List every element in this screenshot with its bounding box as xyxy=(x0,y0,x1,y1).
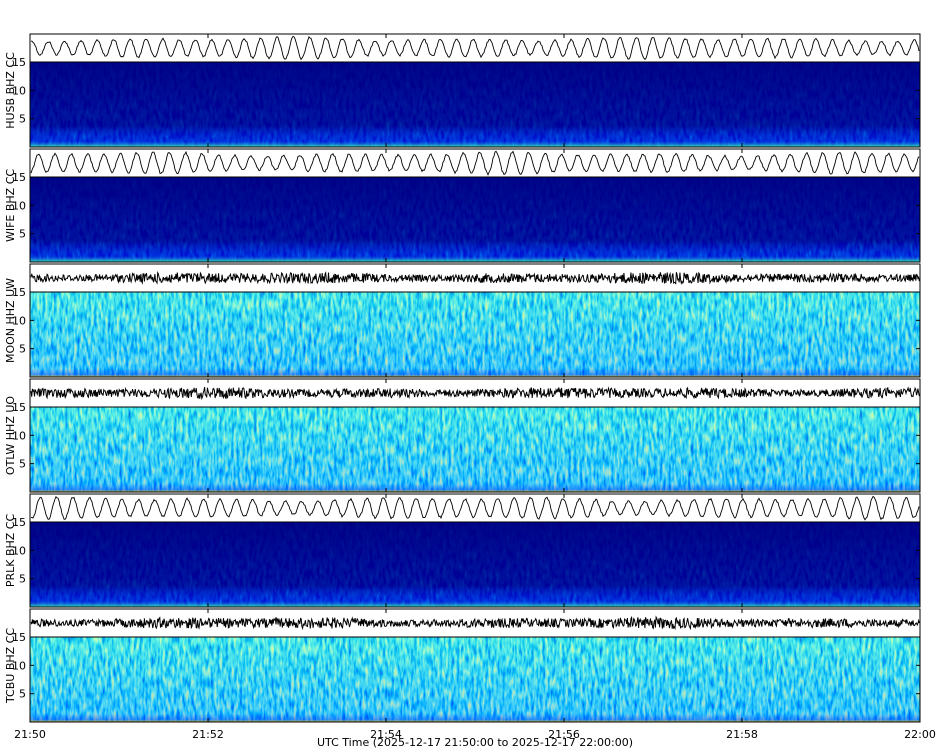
y-tick-label: 5 xyxy=(19,113,26,126)
y-axis-label: OTLW HHZ UO xyxy=(4,396,17,475)
waveform-frame xyxy=(29,493,921,523)
spectrogram-frame xyxy=(29,521,921,608)
y-tick-label: 10 xyxy=(12,659,26,672)
y-tick-label: 15 xyxy=(12,56,26,69)
x-tick-label: 21:50 xyxy=(14,728,46,741)
y-axis-label: MOON HHZ UW xyxy=(4,278,17,363)
waveform xyxy=(30,35,920,61)
waveform xyxy=(30,150,920,176)
y-tick-label: 10 xyxy=(12,199,26,212)
x-tick-label: 22:00 xyxy=(904,728,936,741)
spectrogram-shade xyxy=(30,637,920,722)
y-tick-label: 5 xyxy=(19,573,26,586)
y-tick-label: 10 xyxy=(12,429,26,442)
spectrogram-shade xyxy=(30,62,920,147)
x-axis-label: UTC Time (2025-12-17 21:50:00 to 2025-12… xyxy=(317,736,633,749)
y-axis-label: TCBU BHZ CC xyxy=(4,628,17,704)
y-axis-label: WIFE BHZ CC xyxy=(4,169,17,242)
y-axis-label: HUSB BHZ CC xyxy=(4,52,17,129)
spectrogram-frame xyxy=(29,636,921,723)
y-tick-label: 5 xyxy=(19,458,26,471)
waveform-frame xyxy=(29,33,921,63)
x-tick-label: 21:54 xyxy=(370,728,402,741)
y-axis-label: PRLK BHZ CC xyxy=(4,514,17,588)
spectrogram-shade xyxy=(30,407,920,492)
x-tick-label: 21:58 xyxy=(726,728,758,741)
waveform xyxy=(30,386,920,401)
waveform xyxy=(30,270,920,286)
y-tick-label: 15 xyxy=(12,401,26,414)
x-tick-label: 21:56 xyxy=(548,728,580,741)
y-tick-label: 10 xyxy=(12,84,26,97)
y-tick-label: 10 xyxy=(12,544,26,557)
waveform xyxy=(30,615,920,631)
spectrogram-frame xyxy=(29,176,921,263)
y-tick-label: 10 xyxy=(12,314,26,327)
y-tick-label: 15 xyxy=(12,631,26,644)
waveform xyxy=(30,495,920,521)
y-tick-label: 15 xyxy=(12,171,26,184)
spectrogram-shade xyxy=(30,292,920,377)
y-tick-label: 15 xyxy=(12,516,26,529)
spectrogram-frame xyxy=(29,406,921,493)
y-tick-label: 5 xyxy=(19,228,26,241)
y-tick-label: 5 xyxy=(19,688,26,701)
spectrogram-shade xyxy=(30,177,920,262)
y-tick-label: 5 xyxy=(19,343,26,356)
spectrogram-shade xyxy=(30,522,920,607)
spectrogram-frame xyxy=(29,61,921,148)
y-tick-label: 15 xyxy=(12,286,26,299)
x-tick-label: 21:52 xyxy=(192,728,224,741)
spectrogram-frame xyxy=(29,291,921,378)
